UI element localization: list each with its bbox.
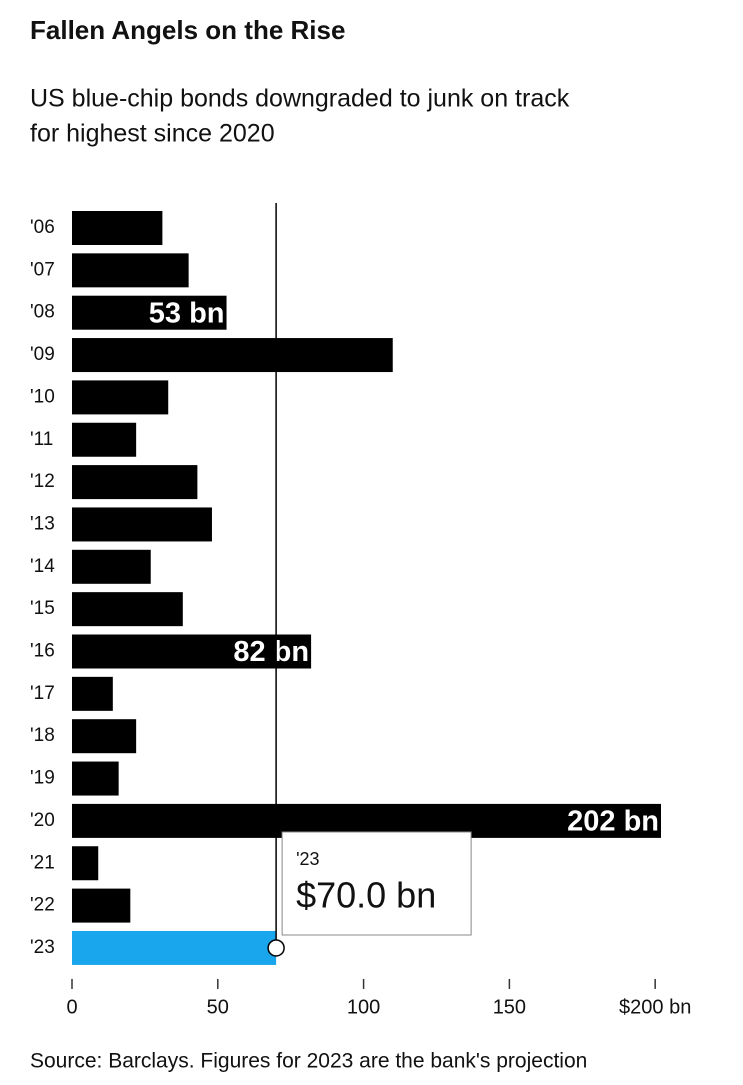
bar: [72, 592, 183, 627]
bar: [72, 211, 163, 245]
y-tick-label: '13: [30, 513, 55, 534]
tooltip-box: [281, 831, 472, 936]
y-tick-label: '06: [30, 217, 55, 238]
bar: [72, 295, 227, 330]
bar: [72, 930, 277, 965]
y-tick-label: '18: [30, 725, 55, 746]
chart-title: Fallen Angels on the Rise: [30, 15, 345, 45]
bar: [72, 676, 113, 711]
bar: [72, 719, 137, 754]
bar: [72, 549, 151, 584]
bar: [72, 507, 212, 542]
value-label: 82 bn: [233, 636, 309, 668]
crosshair-point: [267, 939, 285, 957]
tooltip-value: $70.0 bn: [296, 875, 436, 916]
bar: [72, 761, 119, 796]
y-tick-label: '10: [30, 386, 55, 407]
bar: [72, 253, 189, 288]
bar: [72, 338, 393, 373]
bar: [72, 846, 99, 881]
y-tick-label: '19: [30, 768, 55, 789]
x-tick-label: 150: [493, 996, 526, 1018]
x-tick-label: 100: [347, 996, 380, 1018]
value-label: 202 bn: [567, 806, 659, 838]
y-tick-label: '17: [30, 683, 55, 704]
y-tick-label: '22: [30, 895, 55, 916]
y-tick-label: '23: [30, 937, 55, 958]
value-label: 53 bn: [149, 297, 225, 329]
y-tick-label: '08: [30, 302, 55, 323]
bar: [72, 380, 169, 415]
y-tick-label: '20: [30, 810, 55, 831]
y-tick-label: '07: [30, 259, 55, 280]
y-tick-label: '14: [30, 556, 55, 577]
y-tick-label: '11: [30, 429, 53, 450]
y-tick-label: '12: [30, 471, 55, 492]
x-tick-label: 0: [66, 996, 77, 1018]
x-tick-label: 50: [207, 996, 229, 1018]
bar: [72, 422, 137, 457]
source-note: Source: Barclays. Figures for 2023 are t…: [30, 1050, 587, 1073]
tooltip-title: '23: [296, 849, 319, 869]
bar: [72, 888, 131, 923]
y-tick-label: '21: [30, 852, 55, 873]
y-tick-label: '16: [30, 641, 55, 662]
y-tick-label: '15: [30, 598, 55, 619]
chart-subtitle: for highest since 2020: [30, 120, 275, 148]
chart-subtitle: US blue-chip bonds downgraded to junk on…: [30, 85, 570, 113]
bar: [72, 634, 312, 669]
y-tick-label: '09: [30, 344, 55, 365]
x-tick-label: $200 bn: [619, 996, 691, 1018]
bar: [72, 465, 198, 500]
